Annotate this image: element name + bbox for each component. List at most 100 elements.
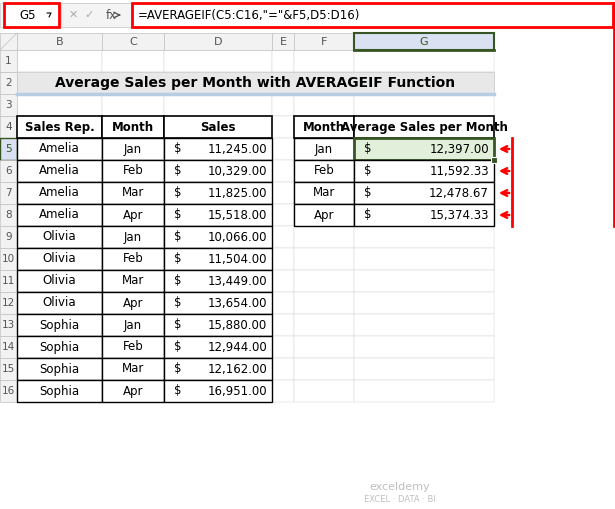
Bar [354, 358, 494, 380]
Bar [164, 226, 272, 248]
Text: $: $ [174, 231, 181, 243]
Bar [17, 182, 102, 204]
Text: 11,245.00: 11,245.00 [207, 143, 267, 156]
Bar [0, 248, 17, 270]
Bar [0, 3, 615, 27]
Bar [164, 204, 272, 226]
Bar [17, 72, 494, 94]
Bar [354, 226, 494, 248]
Text: 15,518.00: 15,518.00 [208, 209, 267, 221]
Text: Olivia: Olivia [42, 231, 76, 243]
Bar [354, 248, 494, 270]
Text: 15,374.33: 15,374.33 [429, 209, 489, 221]
Bar [294, 138, 354, 160]
Bar [294, 270, 354, 292]
Bar [354, 270, 494, 292]
Text: Feb: Feb [314, 164, 335, 178]
Bar [17, 160, 102, 182]
Text: $: $ [174, 341, 181, 353]
Bar [354, 336, 494, 358]
Bar [164, 314, 272, 336]
Bar [61, 3, 131, 27]
Text: Feb: Feb [122, 164, 143, 178]
Text: Olivia: Olivia [42, 274, 76, 288]
Text: Olivia: Olivia [42, 252, 76, 266]
Bar [132, 3, 613, 27]
Text: Mar: Mar [122, 274, 144, 288]
Bar [294, 204, 354, 226]
Bar [354, 314, 494, 336]
Bar [102, 116, 164, 138]
Bar [272, 248, 294, 270]
Text: D: D [214, 37, 222, 46]
Bar [102, 380, 164, 402]
Bar [164, 138, 272, 160]
Bar [272, 72, 294, 94]
Text: Mar: Mar [122, 186, 144, 200]
Bar [17, 314, 102, 336]
Bar [294, 226, 354, 248]
Bar [272, 116, 294, 138]
Bar [0, 94, 17, 116]
Bar [17, 160, 102, 182]
Bar [17, 270, 102, 292]
Text: 10,329.00: 10,329.00 [207, 164, 267, 178]
Text: 13,654.00: 13,654.00 [207, 297, 267, 309]
Bar [354, 182, 494, 204]
Text: 5: 5 [5, 144, 12, 154]
Bar [294, 182, 354, 204]
Bar [17, 138, 102, 160]
Bar [164, 336, 272, 358]
Bar [17, 292, 102, 314]
Bar [102, 380, 164, 402]
Bar [0, 72, 17, 94]
Text: E: E [279, 37, 287, 46]
Text: 12,162.00: 12,162.00 [207, 362, 267, 376]
Bar [0, 204, 17, 226]
Bar [102, 204, 164, 226]
Text: $: $ [174, 274, 181, 288]
Bar [272, 314, 294, 336]
Bar [164, 138, 272, 160]
Text: $: $ [364, 209, 371, 221]
Bar [164, 358, 272, 380]
Text: 12: 12 [2, 298, 15, 308]
Bar [17, 314, 102, 336]
Text: Average Sales per Month with AVERAGEIF Function: Average Sales per Month with AVERAGEIF F… [55, 76, 456, 90]
Text: Apr: Apr [123, 384, 143, 398]
Bar [102, 138, 164, 160]
Bar [17, 226, 102, 248]
Text: $: $ [174, 319, 181, 331]
Bar [294, 116, 354, 138]
Bar [164, 50, 272, 72]
Bar [102, 72, 164, 94]
Text: Sophia: Sophia [39, 319, 79, 331]
Text: Amelia: Amelia [39, 143, 80, 156]
Bar [354, 138, 494, 160]
Bar [17, 248, 102, 270]
Text: $: $ [174, 164, 181, 178]
Text: 6: 6 [5, 166, 12, 176]
Bar [0, 292, 17, 314]
Bar [294, 204, 354, 226]
Text: Average Sales per Month: Average Sales per Month [341, 121, 507, 133]
Bar [0, 160, 17, 182]
Bar [0, 33, 17, 50]
Text: Mar: Mar [313, 186, 335, 200]
Bar [354, 94, 494, 116]
Bar [294, 50, 354, 72]
Bar [164, 292, 272, 314]
Bar [294, 33, 354, 50]
Bar [17, 204, 102, 226]
Text: B: B [56, 37, 63, 46]
Bar [102, 270, 164, 292]
Bar [294, 314, 354, 336]
Bar [0, 380, 17, 402]
Text: 13: 13 [2, 320, 15, 330]
Bar [102, 248, 164, 270]
Text: fx: fx [105, 9, 117, 21]
Text: 9: 9 [5, 232, 12, 242]
Bar [272, 160, 294, 182]
Text: Jan: Jan [124, 143, 142, 156]
Bar [164, 380, 272, 402]
